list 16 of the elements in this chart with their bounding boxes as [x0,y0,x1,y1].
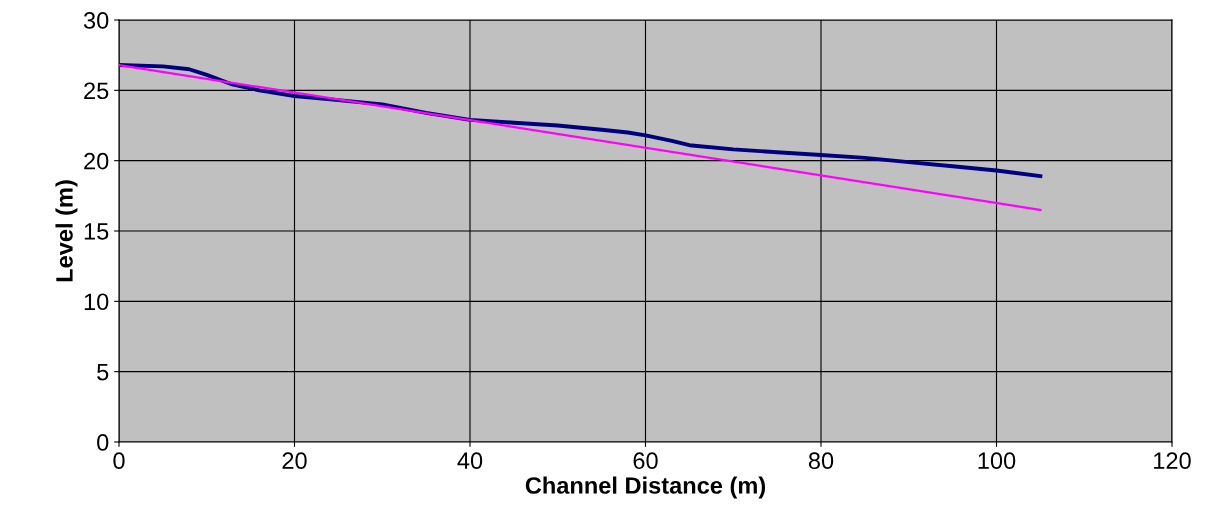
y-tick-label: 25 [84,82,109,100]
y-tick-label: 10 [84,293,109,311]
y-tick-label: 0 [97,434,109,451]
x-tick-label: 100 [978,452,1016,470]
x-tick-label: 0 [113,452,125,470]
y-tick-label: 30 [83,12,109,29]
x-tick-label: 20 [282,452,307,470]
y-tick-label: 5 [97,363,109,381]
x-tick-label: 60 [633,452,658,470]
y-axis-title: Level (m) [55,180,78,282]
x-tick-label: 40 [457,452,483,470]
y-tick-label: 20 [84,152,109,170]
x-tick-label: 80 [808,452,834,470]
x-tick-label: 120 [1154,452,1191,470]
y-tick-label: 15 [84,223,109,240]
x-axis-title: Channel Distance (m) [525,476,766,499]
